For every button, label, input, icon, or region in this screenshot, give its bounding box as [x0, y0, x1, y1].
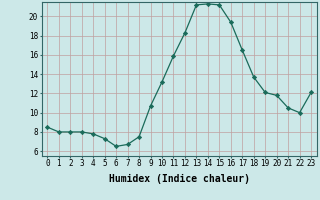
X-axis label: Humidex (Indice chaleur): Humidex (Indice chaleur) [109, 174, 250, 184]
